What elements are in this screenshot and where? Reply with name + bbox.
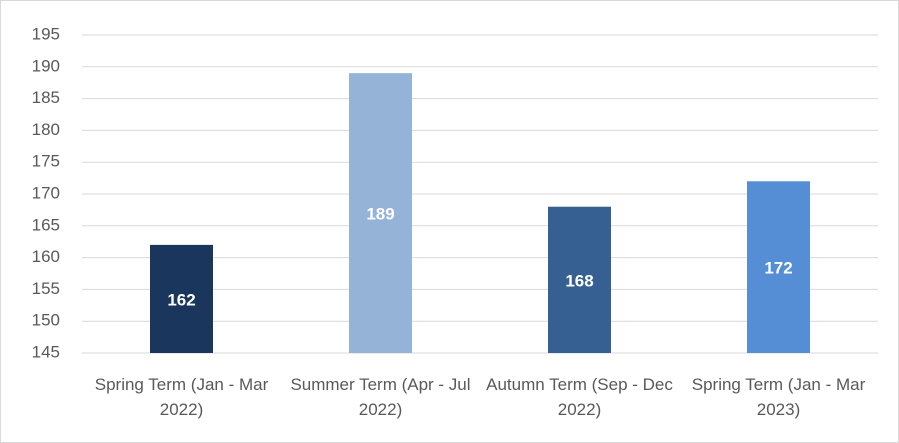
x-tick-label: Autumn Term (Sep - Dec 2022): [486, 375, 673, 419]
y-tick-label: 190: [32, 56, 60, 75]
bar: [349, 73, 412, 353]
y-tick-label: 150: [32, 311, 60, 330]
x-tick-label: Summer Term (Apr - Jul 2022): [290, 375, 471, 419]
y-tick-label: 180: [32, 120, 60, 139]
value-label: 189: [366, 205, 394, 224]
x-tick-label: Spring Term (Jan - Mar 2023): [691, 375, 866, 419]
bar: [548, 206, 611, 353]
bar: [150, 244, 213, 353]
value-label: 168: [565, 271, 593, 290]
y-tick-label: 145: [32, 342, 60, 361]
y-tick-label: 195: [32, 24, 60, 43]
y-tick-label: 170: [32, 183, 60, 202]
value-label: 172: [764, 259, 792, 278]
y-tick-label: 155: [32, 279, 60, 298]
y-tick-label: 185: [32, 88, 60, 107]
value-label: 162: [167, 290, 195, 309]
y-tick-label: 165: [32, 215, 60, 234]
x-tick-label: Spring Term (Jan - Mar 2022): [94, 375, 269, 419]
bar: [747, 181, 810, 353]
y-tick-label: 160: [32, 247, 60, 266]
y-tick-label: 175: [32, 152, 60, 171]
